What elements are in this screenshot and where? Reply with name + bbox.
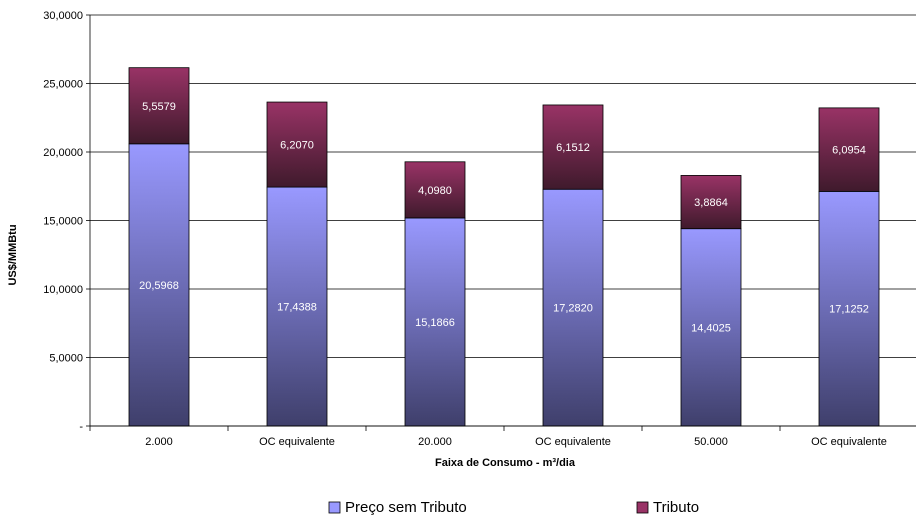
legend: Preço sem Tributo Tributo (328, 499, 699, 516)
bars (128, 67, 880, 427)
legend-label-tributo: Tributo (653, 499, 699, 516)
y-tick-label: 25,0000 (43, 79, 83, 91)
y-tick-label: 30,0000 (43, 10, 83, 22)
x-tick-label: 2.000 (145, 436, 173, 448)
data-label: 4,0980 (418, 185, 452, 197)
bar-tributo (818, 107, 880, 192)
data-label: 17,4388 (277, 302, 317, 314)
data-label: 5,5579 (142, 101, 176, 113)
y-tick-label: 15,0000 (43, 216, 83, 228)
data-label: 6,2070 (280, 140, 314, 152)
data-label: 17,2820 (553, 303, 593, 315)
y-tick-label: 10,0000 (43, 284, 83, 296)
y-axis-title: US$/MMBtu (7, 224, 19, 285)
bar-preco (404, 217, 466, 427)
bar-preco (680, 228, 742, 427)
data-label: 3,8864 (694, 197, 728, 209)
data-label: 17,1252 (829, 304, 869, 316)
x-tick-label: 50.000 (694, 436, 728, 448)
data-label: 6,0954 (832, 145, 866, 157)
x-tick-label: OC equivalente (535, 436, 611, 448)
bar-tributo (404, 161, 466, 219)
bar-preco (266, 186, 328, 427)
bar-tributo (128, 67, 190, 145)
data-labels: 20,5968 5,5579 17,4388 6,2070 15,1866 4,0980 1… (139, 101, 869, 335)
data-label: 20,5968 (139, 280, 179, 292)
bar-tributo (266, 101, 328, 188)
legend-label-preco: Preço sem Tributo (345, 499, 467, 516)
legend-swatch-preco (328, 501, 341, 514)
gridlines (90, 14, 916, 427)
bar-tributo (542, 104, 604, 190)
legend-swatch-tributo (636, 501, 649, 514)
bar-preco (128, 143, 190, 427)
y-tick-label: - (79, 421, 83, 433)
data-label: 6,1512 (556, 142, 590, 154)
x-axis-title: Faixa de Consumo - m³/dia (435, 457, 576, 469)
y-axis-ticks: - 5,0000 10,0000 15,0000 20,0000 25,0000 30,00… (43, 10, 91, 433)
data-label: 14,4025 (691, 322, 731, 334)
bar-preco (818, 190, 880, 427)
x-tick-label: OC equivalente (811, 436, 887, 448)
bar-tributo (680, 175, 742, 230)
x-tick-label: 20.000 (418, 436, 452, 448)
x-axis: 2.000 OC equivalente 20.000 OC equivalente 5… (89, 425, 916, 448)
data-label: 15,1866 (415, 317, 455, 329)
y-tick-label: 5,0000 (49, 353, 83, 365)
x-tick-label: OC equivalente (259, 436, 335, 448)
y-tick-label: 20,0000 (43, 147, 83, 159)
